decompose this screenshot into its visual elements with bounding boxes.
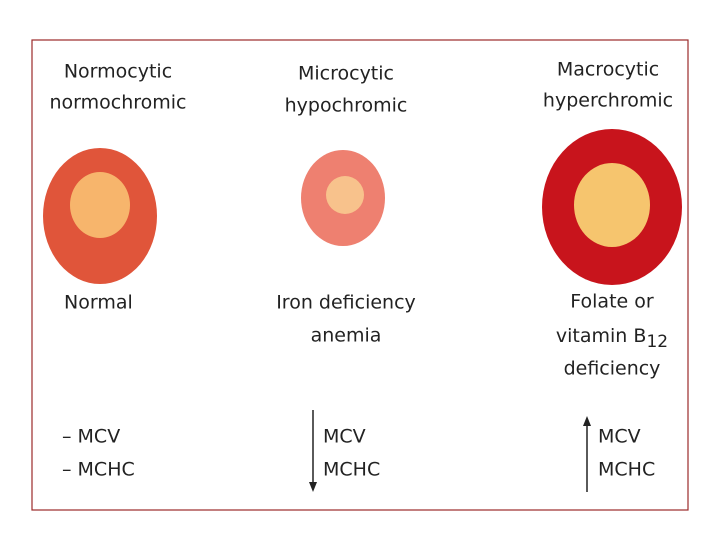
- cell-pallor: [326, 176, 364, 214]
- index: – MCV: [62, 426, 120, 448]
- cause-text: vitamin B: [556, 325, 647, 347]
- cell-pallor: [70, 172, 130, 238]
- cause: Folate or: [570, 291, 654, 313]
- subscript: 12: [646, 332, 668, 352]
- title: hypochromic: [285, 95, 408, 117]
- index: MCV: [598, 426, 641, 448]
- title: Microcytic: [298, 63, 394, 85]
- index: MCHC: [598, 459, 655, 481]
- title: hyperchromic: [543, 90, 673, 112]
- cause: anemia: [311, 325, 382, 347]
- cause: deficiency: [564, 358, 661, 380]
- index: – MCHC: [62, 459, 135, 481]
- title: Normocytic: [64, 61, 172, 83]
- arrow-head: [309, 482, 317, 492]
- index: MCV: [323, 426, 366, 448]
- index: MCHC: [323, 459, 380, 481]
- cause: vitamin B12: [556, 325, 668, 353]
- arrow-head: [583, 416, 591, 426]
- title: normochromic: [49, 92, 186, 114]
- cause: Iron deficiency: [276, 292, 416, 314]
- cause: Normal: [64, 292, 133, 314]
- title: Macrocytic: [557, 59, 659, 81]
- cell-pallor: [574, 163, 650, 247]
